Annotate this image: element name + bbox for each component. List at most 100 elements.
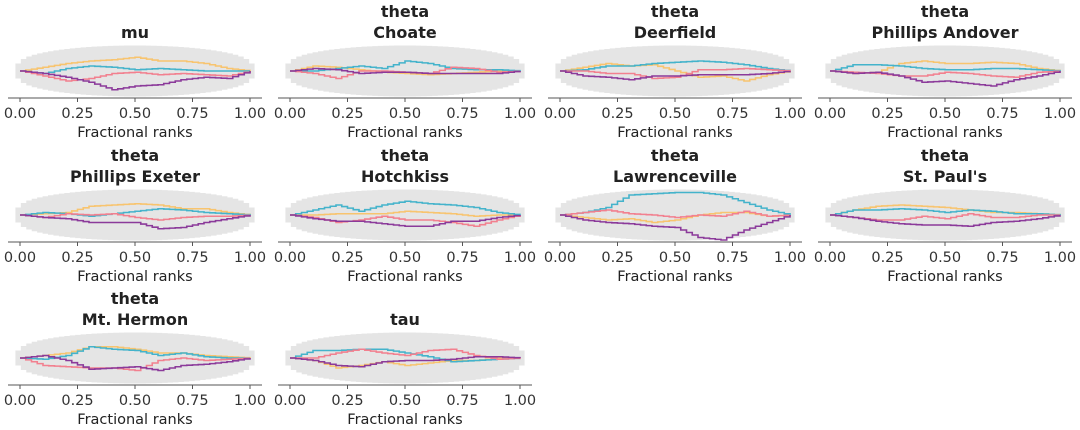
ecdf-series-line-4 (20, 70, 251, 91)
x-tick-label: 0.50 (929, 250, 961, 266)
panel-title: Phillips Exeter (70, 167, 200, 186)
ecdf-series-line-2 (20, 65, 250, 75)
ecdf-series-line-2 (830, 207, 1061, 216)
ecdf-series-line-4 (290, 214, 521, 228)
x-tick-label: 0.50 (389, 106, 421, 122)
confidence-envelope (825, 45, 1065, 97)
ecdf-series-line-3 (20, 70, 251, 82)
x-tick-label: 0.75 (446, 106, 478, 122)
panel-title: Mt. Hermon (82, 310, 188, 329)
x-tick-label: 0.25 (331, 250, 363, 266)
x-tick-label: 0.75 (986, 250, 1018, 266)
ecdf-series-line-4 (290, 67, 521, 75)
x-axis-label: Fractional ranks (347, 269, 462, 285)
x-tick-label: 0.75 (716, 106, 748, 122)
x-tick-label: 0.25 (331, 106, 363, 122)
x-tick-label: 0.00 (274, 106, 306, 122)
x-tick-label: 0.75 (716, 250, 748, 266)
x-tick-label: 0.25 (601, 106, 633, 122)
x-tick-label: 0.00 (274, 250, 306, 266)
x-tick-label: 0.00 (544, 106, 576, 122)
ecdf-series-line-2 (560, 191, 791, 216)
ecdf-series-line-2 (20, 207, 251, 218)
x-axis-label: Fractional ranks (887, 269, 1002, 285)
x-tick-label: 0.00 (4, 250, 36, 266)
confidence-envelope (285, 332, 525, 384)
x-tick-label: 0.50 (119, 393, 151, 409)
panel-title: theta (651, 146, 699, 165)
x-axis-label: Fractional ranks (347, 125, 462, 141)
x-tick-label: 0.25 (601, 250, 633, 266)
ecdf-series-line-4 (290, 355, 521, 368)
panel-1: 0.00 0.25 0.50 0.75 1.00 Fractional ranks thet… (274, 2, 536, 141)
x-tick-label: 0.00 (4, 106, 36, 122)
x-tick-label: 0.75 (176, 106, 208, 122)
panel-title: Lawrenceville (613, 167, 737, 186)
x-tick-label: 0.00 (4, 393, 36, 409)
x-tick-label: 1.00 (774, 250, 806, 266)
ecdf-series-line-4 (830, 214, 1061, 228)
ecdf-series-line-4 (560, 214, 791, 241)
panel-title: mu (121, 23, 149, 42)
panel-title: Hotchkiss (361, 167, 449, 186)
ecdf-series-line-4 (20, 354, 251, 372)
confidence-envelope (15, 45, 255, 97)
x-tick-label: 1.00 (504, 250, 536, 266)
x-tick-label: 0.50 (119, 106, 151, 122)
x-tick-label: 0.75 (176, 393, 208, 409)
confidence-envelope (555, 189, 795, 241)
panel-title: theta (111, 146, 159, 165)
x-tick-label: 0.50 (119, 250, 151, 266)
panel-2: 0.00 0.25 0.50 0.75 1.00 Fractional ranks thet… (544, 2, 806, 141)
x-axis-label: Fractional ranks (77, 412, 192, 428)
x-tick-label: 0.50 (659, 106, 691, 122)
panel-title: theta (381, 2, 429, 21)
panel-title: theta (381, 146, 429, 165)
panel-3: 0.00 0.25 0.50 0.75 1.00 Fractional ranks thet… (814, 2, 1076, 141)
x-tick-label: 1.00 (234, 106, 266, 122)
ecdf-series-line-2 (290, 200, 521, 216)
x-axis-label: Fractional ranks (617, 125, 732, 141)
x-tick-label: 0.75 (446, 393, 478, 409)
ecdf-series-line-4 (830, 70, 1061, 87)
ecdf-series-line-2 (290, 60, 521, 72)
x-tick-label: 0.50 (389, 393, 421, 409)
x-tick-label: 0.75 (986, 106, 1018, 122)
panel-title: theta (921, 2, 969, 21)
ecdf-series-line-4 (560, 70, 791, 81)
ecdf-series-line-3 (560, 209, 791, 219)
panel-7: 0.00 0.25 0.50 0.75 1.00 Fractional ranks thet… (814, 146, 1076, 285)
ecdf-series-line-2 (830, 63, 1061, 72)
x-tick-label: 0.50 (659, 250, 691, 266)
x-tick-label: 0.25 (871, 106, 903, 122)
x-tick-label: 0.25 (61, 106, 93, 122)
x-axis-label: Fractional ranks (77, 269, 192, 285)
ecdf-series-line-1 (290, 210, 520, 218)
panel-title: Choate (373, 23, 437, 42)
x-tick-label: 1.00 (504, 106, 536, 122)
x-tick-label: 1.00 (504, 393, 536, 409)
x-tick-label: 1.00 (234, 393, 266, 409)
panel-title: theta (111, 289, 159, 308)
x-axis-label: Fractional ranks (347, 412, 462, 428)
ecdf-series-line-2 (560, 60, 791, 72)
panel-5: 0.00 0.25 0.50 0.75 1.00 Fractional ranks thet… (274, 146, 536, 285)
x-tick-label: 0.25 (871, 250, 903, 266)
ecdf-series-line-1 (290, 65, 520, 76)
x-axis-label: Fractional ranks (77, 125, 192, 141)
x-tick-label: 0.25 (61, 393, 93, 409)
ecdf-series-line-1 (830, 204, 1061, 216)
panel-0: 0.00 0.25 0.50 0.75 1.00 Fractional ranks mu (4, 23, 266, 141)
ecdf-series-line-1 (20, 345, 251, 359)
ecdf-series-line-3 (20, 212, 251, 221)
x-tick-label: 1.00 (234, 250, 266, 266)
x-tick-label: 0.00 (814, 250, 846, 266)
confidence-envelope (825, 189, 1065, 241)
confidence-envelope (15, 332, 255, 384)
x-tick-label: 0.25 (61, 250, 93, 266)
panel-title: theta (651, 2, 699, 21)
confidence-envelope (15, 189, 255, 241)
x-tick-label: 0.25 (331, 393, 363, 409)
x-tick-label: 1.00 (1044, 250, 1076, 266)
